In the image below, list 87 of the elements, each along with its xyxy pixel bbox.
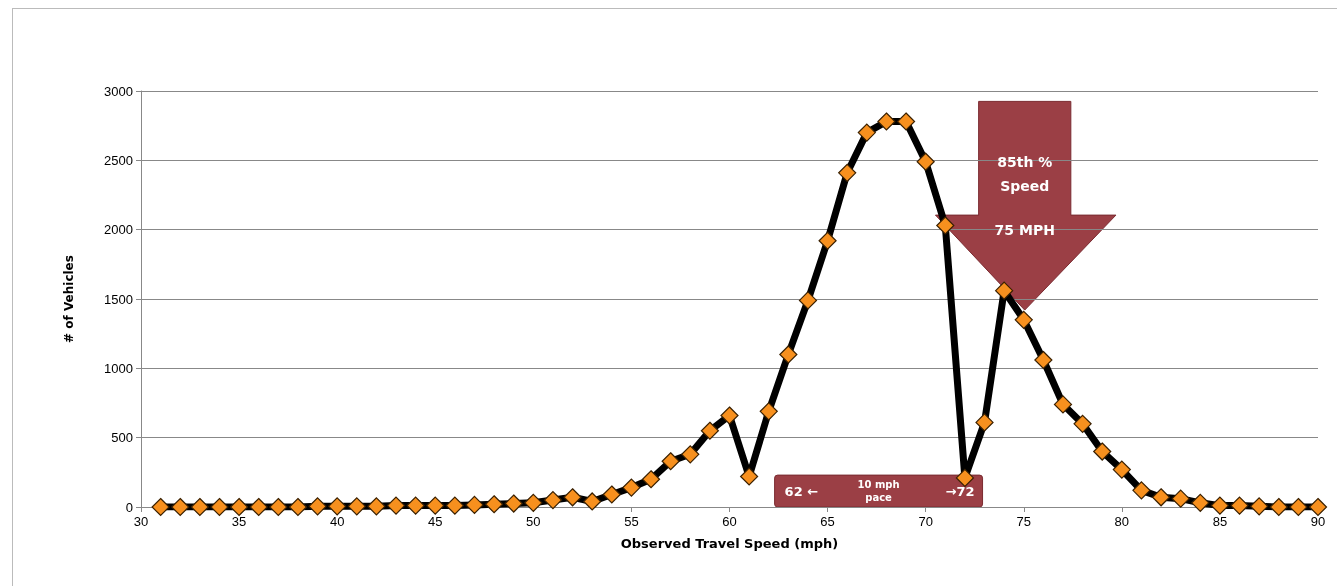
point [1250,497,1269,516]
point [151,497,170,517]
x-tick-label: 85 [1212,514,1228,529]
point [406,496,425,515]
point [857,123,876,142]
point [877,112,896,131]
x-tick-label: 30 [133,514,149,529]
point [661,452,680,471]
point [485,495,504,514]
point [1269,497,1288,517]
point [1014,310,1033,329]
y-tick-label: 1000 [104,360,133,376]
point [779,345,798,364]
point [249,497,268,517]
x-tick-label: 45 [428,514,443,529]
point [583,492,602,511]
x-tick-label: 50 [526,514,541,529]
point [798,291,818,310]
annotation: 75 MPH [994,222,1055,239]
point [347,497,366,516]
y-tick-label: 1500 [104,291,133,307]
point [465,495,484,515]
point [210,497,229,517]
y-tick-label: 2500 [104,152,133,168]
y-tick-label: 0 [125,499,133,515]
y-axis-title: # of Vehicles [62,255,76,343]
point [740,467,759,486]
point [1151,488,1171,507]
point [975,413,994,432]
point [308,497,327,516]
point [543,490,563,510]
y-tick-label: 3000 [104,83,133,99]
x-tick-label: 70 [918,514,933,529]
y-tick-label: 500 [111,430,133,446]
x-tick-label: 80 [1114,514,1130,529]
point [936,216,955,235]
y-tick-label: 2000 [104,222,133,238]
x-tick-label: 35 [231,514,247,529]
x-tick-label: 90 [1310,514,1326,529]
point [269,497,288,517]
annotation: 85th % Speed [997,154,1053,195]
point [720,406,739,425]
point [641,470,661,489]
point [524,493,543,512]
x-tick-label: 55 [624,514,639,529]
point [1230,496,1249,515]
point [1073,414,1092,433]
point [1132,481,1151,500]
point [504,494,523,513]
point [1112,460,1131,479]
point [1093,442,1112,461]
point [386,496,406,515]
point [1171,489,1190,508]
point [171,497,190,517]
x-tick-label: 65 [820,514,835,529]
point [700,421,719,440]
point [426,496,445,515]
point [1308,497,1328,517]
point [602,485,621,504]
point [1053,395,1073,414]
point [563,488,582,507]
point [622,478,641,497]
point [229,497,249,517]
point [896,112,916,131]
point [916,152,935,171]
point [759,402,778,421]
point [190,497,209,517]
x-tick-label: 40 [329,514,345,529]
point [288,497,308,517]
point [838,163,857,182]
point [1210,496,1230,515]
point [445,496,464,515]
annotation: →72 [945,484,975,500]
point [328,497,347,516]
point [1289,497,1308,517]
x-tick-label: 75 [1016,514,1031,529]
x-tick-label: 60 [722,514,737,529]
point [1034,350,1053,370]
annotation: 10 mph pace [857,479,900,504]
x-axis-title: Observed Travel Speed (mph) [620,536,839,551]
point [1191,493,1210,512]
point [367,497,386,516]
point [955,468,974,487]
point [995,281,1014,300]
point [818,231,837,250]
point [681,445,700,464]
annotation: 62 ← [784,484,819,500]
